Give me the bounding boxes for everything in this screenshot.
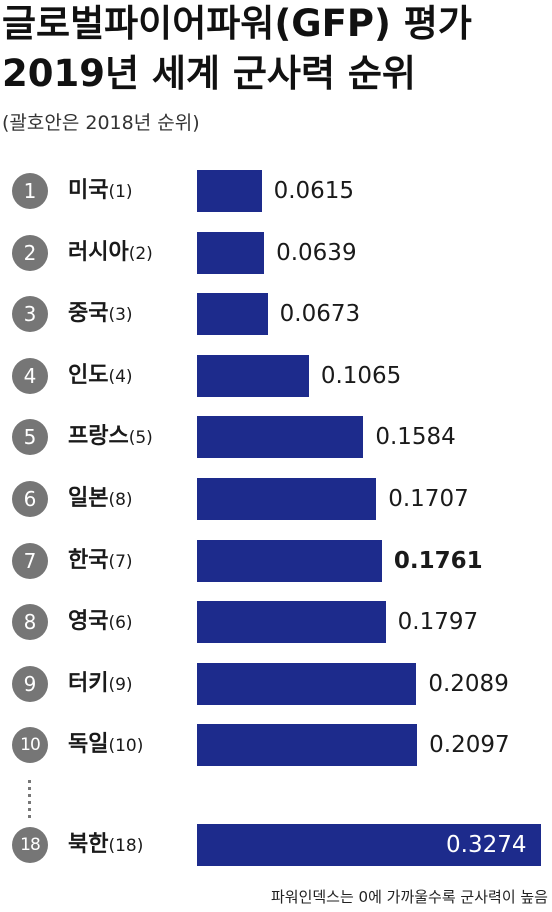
bar	[197, 724, 418, 767]
country-name: 인도	[68, 362, 109, 388]
previous-rank: (4)	[108, 366, 133, 387]
value-label: 0.1761	[393, 547, 483, 574]
value-label: 0.1797	[397, 609, 479, 636]
value-label: 0.2097	[429, 732, 510, 759]
country-label: 독일(10)	[68, 727, 143, 763]
rank-badge: 9	[12, 665, 48, 702]
value-label: 0.1065	[320, 362, 402, 389]
bar	[197, 824, 541, 866]
previous-rank: (10)	[108, 736, 144, 757]
bar	[197, 293, 268, 336]
bar	[197, 601, 386, 644]
chart-title-line2: 2019년 세계 군사력 순위	[2, 52, 416, 95]
country-label: 미국(1)	[68, 173, 133, 209]
footnote: 파워인덱스는 0에 가까울수록 군사력이 높음	[270, 888, 548, 906]
bar-chart: 1 미국(1) 0.0615 2 러시아(2) 0.0639 3 중국(3) 0.0673 4 인도…	[0, 160, 552, 880]
gap-ellipsis	[28, 780, 31, 820]
rank-badge: 1	[12, 173, 48, 209]
country-name: 한국	[68, 547, 109, 573]
country-name: 프랑스	[68, 424, 129, 450]
value-label: 0.2089	[428, 670, 509, 697]
bar	[197, 539, 382, 582]
value-label: 0.0615	[273, 178, 355, 204]
previous-rank: (1)	[108, 182, 133, 202]
value-label: 0.1584	[375, 424, 456, 451]
rank-badge: 2	[12, 234, 48, 271]
country-name: 독일	[68, 732, 109, 758]
chart-title-line1: 글로벌파이어파워(GFP) 평가	[2, 2, 472, 45]
country-label: 한국(7)	[68, 543, 133, 579]
country-label: 터키(9)	[68, 666, 133, 702]
previous-rank: (7)	[108, 551, 133, 572]
value-label: 0.0639	[276, 239, 357, 266]
bar	[197, 416, 364, 459]
previous-rank: (9)	[108, 674, 133, 695]
country-name: 터키	[68, 670, 109, 696]
country-name: 북한	[68, 832, 109, 857]
rank-badge: 18	[12, 827, 48, 863]
previous-rank: (6)	[108, 613, 133, 634]
bar	[197, 231, 265, 274]
previous-rank: (8)	[108, 490, 133, 510]
rank-badge: 7	[12, 542, 48, 579]
country-name: 미국	[68, 178, 109, 203]
country-label: 중국(3)	[68, 296, 133, 332]
bar	[197, 478, 377, 520]
previous-rank: (5)	[128, 428, 153, 449]
country-name: 일본	[68, 486, 109, 511]
country-name: 러시아	[68, 239, 129, 265]
previous-rank: (3)	[108, 305, 133, 326]
rank-badge: 6	[12, 481, 48, 517]
country-label: 프랑스(5)	[68, 419, 153, 455]
value-label: 0.0673	[279, 301, 361, 328]
rank-badge: 3	[12, 296, 48, 333]
rank-badge: 5	[12, 419, 48, 456]
bar	[197, 170, 262, 212]
country-label: 러시아(2)	[68, 235, 153, 271]
previous-rank: (18)	[108, 836, 144, 856]
value-label: 0.3274	[446, 832, 527, 858]
rank-badge: 10	[12, 727, 48, 764]
value-label: 0.1707	[388, 486, 469, 512]
country-label: 영국(6)	[68, 604, 133, 640]
country-label: 인도(4)	[68, 358, 133, 394]
bar	[197, 354, 309, 397]
rank-badge: 4	[12, 357, 48, 394]
rank-badge: 8	[12, 604, 48, 641]
bar	[197, 662, 417, 705]
country-name: 중국	[68, 301, 109, 327]
country-label: 북한(18)	[68, 827, 143, 863]
chart-subtitle: (괄호안은 2018년 순위)	[2, 112, 200, 134]
country-label: 일본(8)	[68, 481, 133, 517]
previous-rank: (2)	[128, 243, 153, 264]
country-name: 영국	[68, 609, 109, 635]
